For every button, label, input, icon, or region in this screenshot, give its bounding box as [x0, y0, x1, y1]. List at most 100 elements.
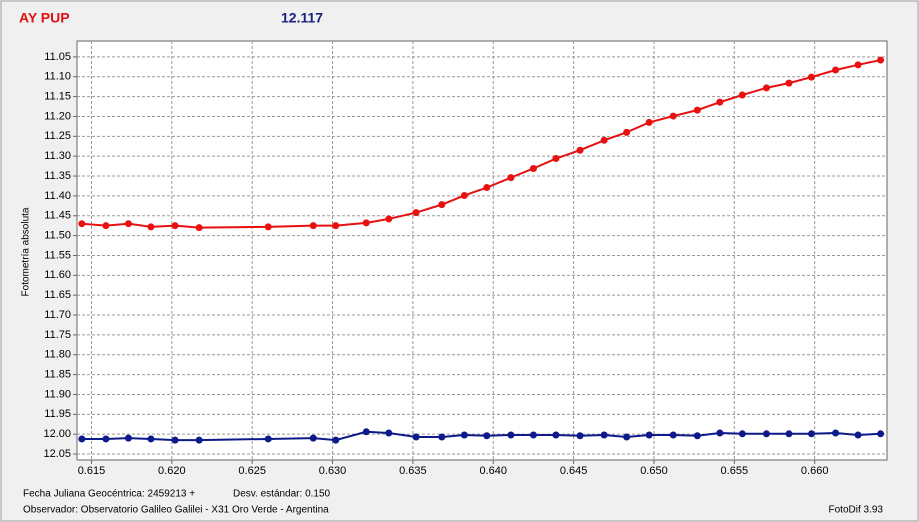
data-point	[669, 112, 677, 120]
y-axis-label: Fotometría absoluta	[21, 207, 32, 296]
data-point	[716, 429, 724, 437]
footer-text: FotoDif 3.93	[829, 505, 884, 516]
chart-title: AY PUP	[19, 10, 70, 26]
data-point	[762, 84, 770, 92]
y-tick-label: 11.30	[44, 150, 71, 162]
y-tick-label: 11.20	[44, 110, 71, 122]
data-point	[385, 215, 393, 223]
data-point	[309, 222, 317, 230]
y-tick-label: 11.25	[44, 130, 71, 142]
data-point	[623, 128, 631, 136]
data-point	[576, 146, 584, 154]
data-point	[807, 73, 815, 81]
y-tick-label: 11.50	[44, 230, 71, 242]
footer-text: Fecha Juliana Geocéntrica: 2459213 +	[23, 489, 195, 500]
x-tick-label: 0.635	[399, 465, 427, 477]
data-point	[332, 436, 340, 444]
y-tick-label: 12.00	[43, 428, 71, 440]
data-point	[529, 164, 537, 172]
data-point	[195, 224, 203, 232]
data-point	[78, 220, 86, 228]
x-tick-label: 0.660	[801, 465, 829, 477]
y-tick-label: 11.65	[44, 289, 71, 301]
data-point	[171, 436, 179, 444]
x-tick-label: 0.640	[479, 465, 507, 477]
data-point	[362, 219, 370, 227]
data-point	[645, 431, 653, 439]
x-tick-label: 0.655	[721, 465, 749, 477]
data-point	[600, 431, 608, 439]
data-point	[716, 98, 724, 106]
data-point	[738, 91, 746, 99]
data-point	[832, 66, 840, 74]
data-point	[438, 201, 446, 209]
data-point	[124, 220, 132, 228]
data-point	[552, 431, 560, 439]
data-point	[877, 430, 885, 438]
data-point	[854, 61, 862, 69]
footer-text: Observador: Observatorio Galileo Galilei…	[23, 505, 329, 516]
data-point	[412, 209, 420, 217]
plot-area	[76, 40, 888, 461]
y-tick-label: 11.80	[44, 349, 71, 361]
data-point	[785, 79, 793, 87]
y-tick-label: 11.05	[44, 51, 71, 63]
data-point	[483, 184, 491, 192]
data-point	[102, 222, 110, 230]
data-point	[78, 435, 86, 443]
data-point	[147, 435, 155, 443]
y-tick-label: 11.95	[44, 408, 71, 420]
series-line	[81, 59, 881, 229]
data-point	[362, 428, 370, 436]
series-line	[81, 430, 881, 442]
y-tick-label: 11.75	[44, 329, 71, 341]
footer-text: Desv. estándar: 0.150	[233, 489, 331, 500]
data-point	[623, 433, 631, 441]
data-point	[552, 155, 560, 163]
data-point	[195, 436, 203, 444]
data-point	[102, 435, 110, 443]
y-tick-label: 12.05	[43, 448, 71, 460]
y-tick-label: 11.60	[44, 269, 71, 281]
data-point	[600, 136, 608, 144]
y-tick-label: 11.10	[44, 71, 71, 83]
y-tick-label: 11.90	[44, 388, 71, 400]
data-point	[171, 222, 179, 230]
data-point	[762, 430, 770, 438]
x-tick-label: 0.620	[158, 465, 186, 477]
data-point	[460, 191, 468, 199]
data-point	[807, 430, 815, 438]
data-point	[507, 431, 515, 439]
data-point	[529, 431, 537, 439]
data-point	[669, 431, 677, 439]
data-point	[576, 432, 584, 440]
data-point	[332, 222, 340, 230]
data-point	[693, 432, 701, 440]
data-point	[412, 433, 420, 441]
data-point	[264, 223, 272, 231]
x-tick-label: 0.645	[560, 465, 588, 477]
data-point	[438, 433, 446, 441]
y-tick-label: 11.35	[44, 170, 71, 182]
y-tick-label: 11.55	[44, 249, 71, 261]
data-point	[693, 106, 701, 114]
data-point	[124, 434, 132, 442]
y-tick-label: 11.15	[44, 91, 71, 103]
data-point	[460, 431, 468, 439]
y-tick-label: 11.45	[44, 210, 71, 222]
data-point	[785, 430, 793, 438]
y-tick-label: 11.85	[44, 369, 71, 381]
y-tick-label: 11.70	[44, 309, 71, 321]
data-point	[738, 430, 746, 438]
chart-subtitle: 12.117	[281, 10, 323, 26]
x-tick-label: 0.650	[640, 465, 668, 477]
data-point	[645, 118, 653, 126]
data-point	[832, 429, 840, 437]
y-tick-label: 11.40	[44, 190, 71, 202]
data-point	[854, 431, 862, 439]
x-tick-label: 0.615	[78, 465, 106, 477]
data-point	[507, 174, 515, 182]
data-point	[309, 434, 317, 442]
x-tick-label: 0.630	[319, 465, 347, 477]
